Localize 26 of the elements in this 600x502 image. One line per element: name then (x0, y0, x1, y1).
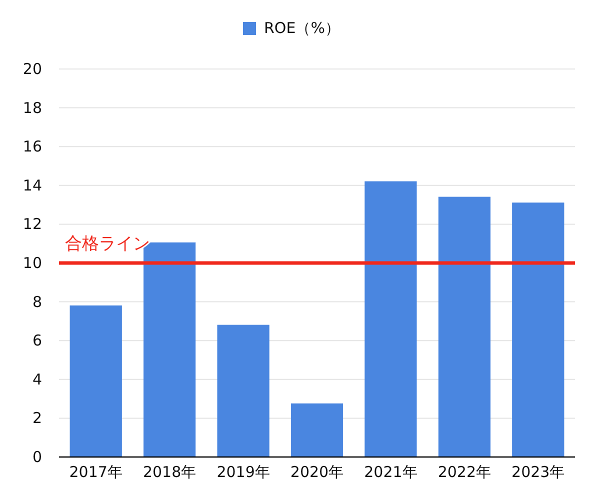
y-tick-label: 14 (22, 176, 42, 194)
y-tick-label: 2 (32, 409, 42, 428)
y-tick-label: 18 (22, 98, 42, 117)
x-tick-label: 2022年 (438, 463, 492, 481)
bar (290, 403, 344, 458)
x-tick-label: 2018年 (142, 463, 196, 481)
x-tick-label: 2023年 (512, 463, 565, 481)
x-tick-label: 2020年 (290, 463, 344, 481)
y-tick-label: 12 (22, 215, 42, 234)
x-tick-label: 2019年 (216, 463, 270, 481)
y-tick-label: 16 (22, 138, 42, 156)
ref-line-label: 合格ライン (65, 234, 150, 254)
y-tick-label: 8 (32, 292, 42, 311)
y-tick-label: 4 (32, 370, 42, 388)
bar (70, 305, 122, 458)
legend-label: ROE（%） (264, 19, 340, 37)
bar (217, 324, 270, 458)
x-tick-label: 2017年 (69, 463, 122, 481)
y-tick-label: 10 (22, 254, 42, 272)
bar (438, 196, 490, 458)
x-tick-label: 2021年 (364, 463, 418, 481)
y-tick-label: 6 (32, 332, 42, 350)
bar (364, 181, 417, 458)
y-tick-label: 0 (32, 448, 42, 466)
y-tick-label: 20 (22, 60, 42, 78)
bar (512, 202, 564, 458)
